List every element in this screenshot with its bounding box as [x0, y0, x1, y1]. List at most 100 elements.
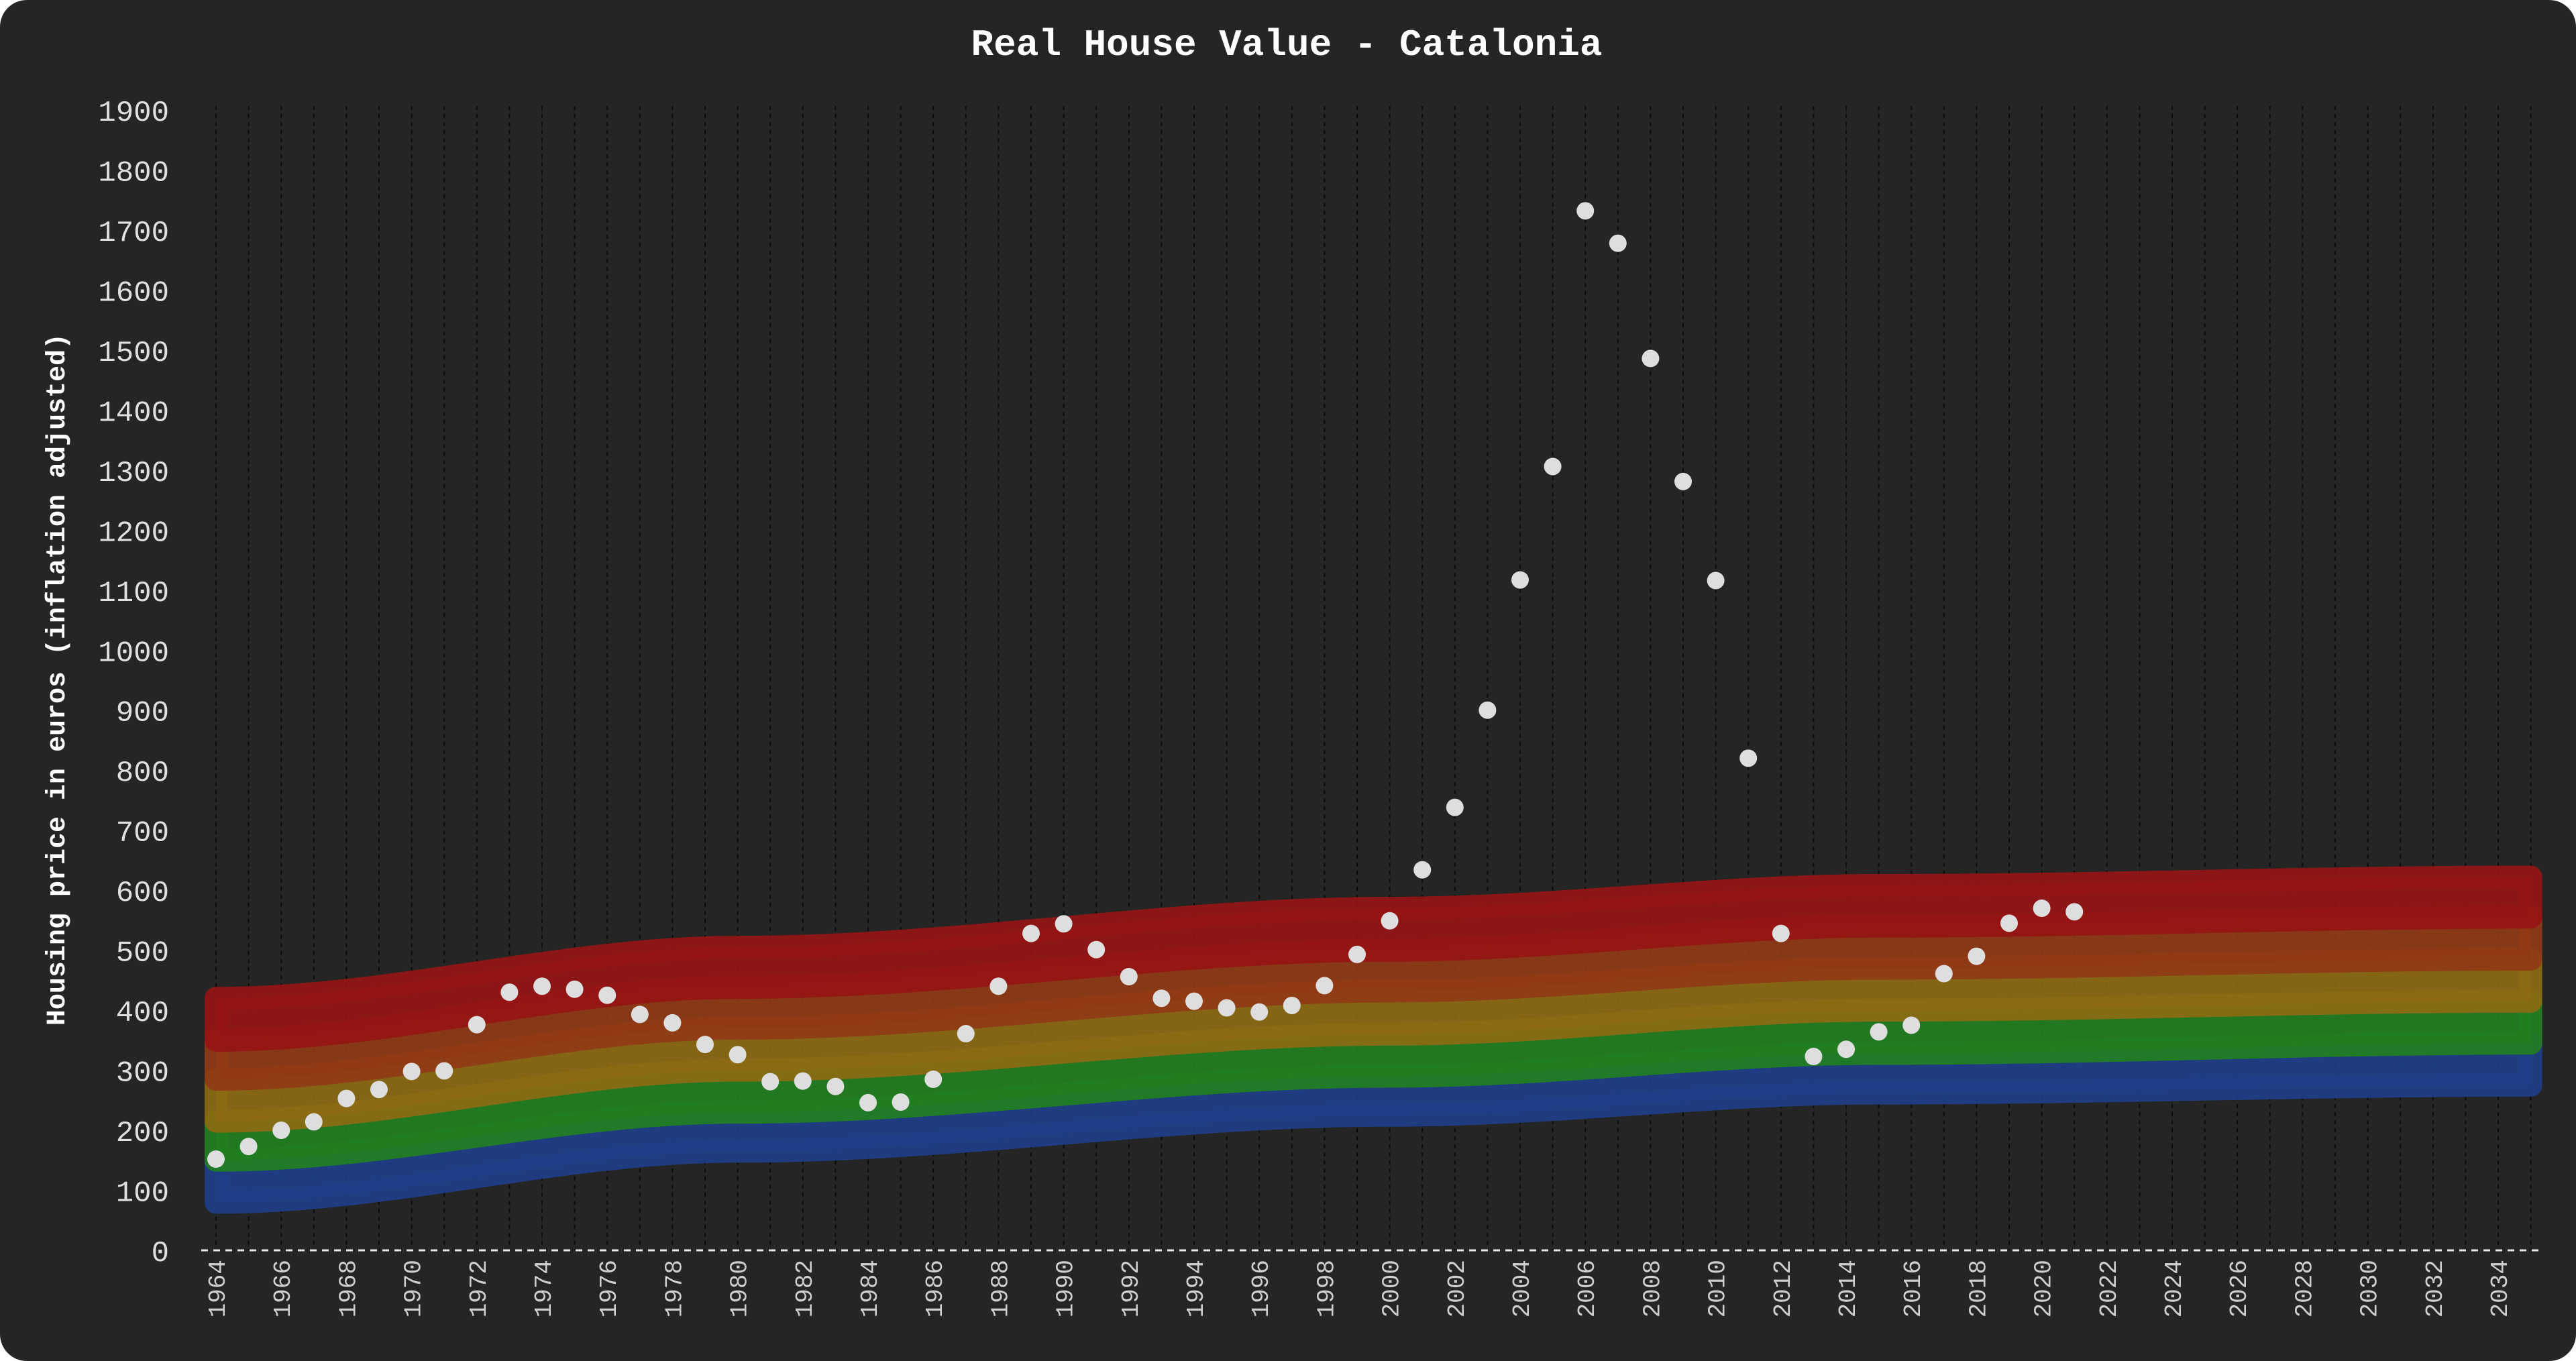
data-point — [468, 1016, 486, 1034]
data-point — [631, 1005, 649, 1024]
data-point — [1609, 234, 1627, 252]
x-tick-label: 2002 — [1444, 1260, 1471, 1317]
data-point — [370, 1081, 388, 1099]
data-point — [761, 1073, 780, 1091]
y-tick-label: 200 — [116, 1117, 169, 1150]
x-tick-label: 2028 — [2291, 1260, 2318, 1317]
data-point — [1446, 798, 1464, 816]
x-tick-label: 2032 — [2422, 1260, 2449, 1317]
data-point — [1316, 977, 1334, 995]
data-point — [533, 977, 551, 995]
y-tick-label: 1300 — [98, 457, 169, 490]
x-tick-label: 2030 — [2357, 1260, 2384, 1317]
data-point — [207, 1150, 225, 1168]
y-tick-label: 1800 — [98, 156, 169, 190]
x-tick-label: 2006 — [1574, 1260, 1601, 1317]
data-point — [1348, 945, 1366, 963]
data-point — [1087, 940, 1106, 959]
y-tick-label: 1600 — [98, 276, 169, 310]
y-axis-ticks: 0 100 200 300 400 500 600 700 800 900 1000 1100 1200… — [98, 97, 169, 1270]
data-point — [1185, 992, 1203, 1010]
data-point — [2033, 900, 2051, 917]
data-point — [1935, 965, 1953, 983]
y-tick-label: 300 — [116, 1057, 169, 1091]
data-point — [663, 1014, 682, 1032]
x-tick-label: 1992 — [1118, 1260, 1145, 1317]
x-tick-label: 1970 — [400, 1260, 428, 1317]
data-point — [729, 1046, 747, 1064]
data-point — [1642, 349, 1660, 368]
data-point — [1772, 924, 1790, 942]
y-tick-label: 800 — [116, 757, 169, 790]
x-tick-label: 1966 — [270, 1260, 297, 1317]
data-points — [207, 202, 2084, 1168]
x-tick-label: 1998 — [1313, 1260, 1340, 1317]
data-point — [1544, 457, 1562, 476]
x-tick-label: 1968 — [335, 1260, 362, 1317]
y-tick-label: 0 — [152, 1237, 169, 1270]
y-tick-label: 400 — [116, 997, 169, 1030]
data-point — [1381, 912, 1399, 930]
x-tick-label: 2018 — [1965, 1260, 1992, 1317]
x-tick-label: 2020 — [2031, 1260, 2058, 1317]
y-axis-label: Housing price in euros (inflation adjust… — [43, 333, 73, 1026]
y-tick-label: 100 — [116, 1177, 169, 1211]
y-tick-label: 900 — [116, 697, 169, 730]
data-point — [957, 1025, 975, 1042]
data-point — [1250, 1003, 1269, 1021]
data-point — [1837, 1040, 1855, 1058]
data-point — [500, 983, 519, 1001]
data-point — [1283, 996, 1301, 1014]
x-tick-label: 1978 — [661, 1260, 688, 1317]
data-point — [1022, 924, 1040, 942]
data-point — [1576, 202, 1595, 220]
x-tick-label: 2000 — [1379, 1260, 1406, 1317]
y-tick-label: 600 — [116, 877, 169, 910]
x-tick-label: 2016 — [1900, 1260, 1927, 1317]
data-point — [1870, 1023, 1888, 1041]
x-tick-label: 1974 — [531, 1260, 558, 1317]
x-tick-label: 2012 — [1770, 1260, 1797, 1317]
x-tick-label: 1994 — [1183, 1260, 1210, 1317]
data-point — [1707, 571, 1725, 590]
y-tick-label: 1100 — [98, 577, 169, 610]
y-tick-label: 1400 — [98, 396, 169, 430]
y-tick-label: 700 — [116, 817, 169, 851]
x-tick-label: 1984 — [857, 1260, 884, 1317]
chart-title: Real House Value - Catalonia — [971, 23, 1603, 66]
y-tick-label: 1000 — [98, 637, 169, 670]
x-tick-label: 1988 — [987, 1260, 1014, 1317]
data-point — [1120, 968, 1138, 985]
data-point — [598, 986, 616, 1004]
data-point — [1218, 999, 1236, 1017]
data-point — [859, 1093, 877, 1111]
x-tick-label: 1990 — [1053, 1260, 1080, 1317]
x-tick-label: 1986 — [922, 1260, 949, 1317]
y-tick-label: 1200 — [98, 516, 169, 550]
y-tick-label: 500 — [116, 937, 169, 971]
x-tick-label: 1976 — [596, 1260, 623, 1317]
data-point — [1968, 947, 1986, 965]
x-tick-label: 2024 — [2161, 1260, 2188, 1317]
data-point — [1739, 749, 1758, 767]
x-tick-label: 2008 — [1639, 1260, 1666, 1317]
x-tick-label: 2004 — [1509, 1260, 1536, 1317]
data-point — [402, 1063, 421, 1081]
x-tick-label: 1982 — [792, 1260, 819, 1317]
x-tick-label: 2026 — [2226, 1260, 2253, 1317]
data-point — [924, 1071, 943, 1088]
data-point — [826, 1077, 845, 1095]
y-tick-label: 1500 — [98, 337, 169, 370]
data-point — [1902, 1016, 1921, 1034]
price-band — [205, 865, 2542, 1052]
data-point — [1413, 861, 1432, 879]
data-point — [566, 980, 584, 998]
data-point — [2000, 914, 2018, 932]
data-point — [1479, 701, 1497, 719]
x-axis-ticks: 1964 1966 1968 1970 1972 1974 1976 1978 1980 1982… — [205, 1260, 2514, 1317]
data-point — [1511, 571, 1529, 589]
data-point — [1055, 915, 1073, 933]
y-tick-label: 1700 — [98, 217, 169, 250]
